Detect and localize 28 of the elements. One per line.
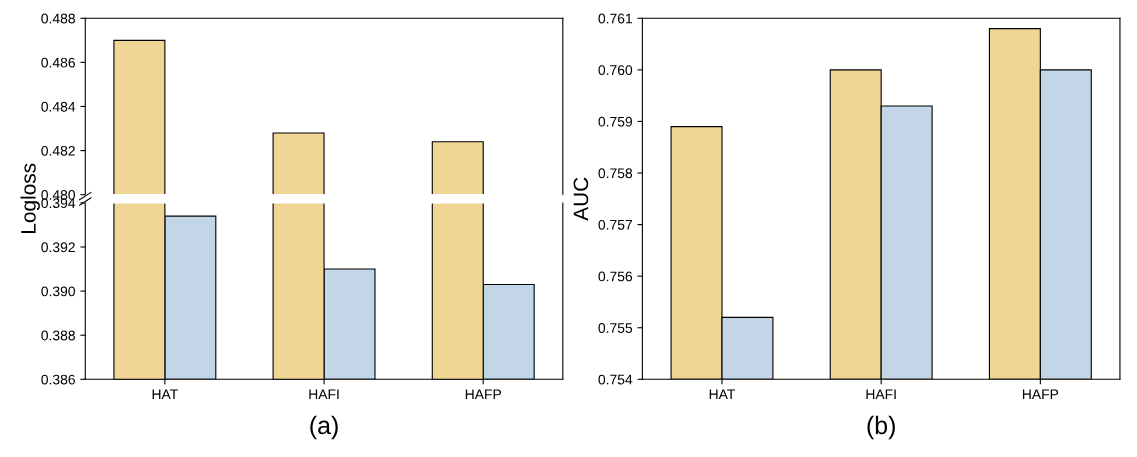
y-tick-label: 0.760	[598, 65, 633, 76]
y-tick-label: 0.486	[41, 57, 75, 68]
y-tick-label: 0.386	[41, 374, 75, 385]
y-tick-label: 0.755	[598, 323, 633, 333]
y-tick-label: 0.480	[41, 190, 76, 200]
x-tick-label: HAFP	[1022, 389, 1059, 400]
y-tick-label: 0.390	[41, 286, 76, 297]
y-tick-label: 0.758	[598, 168, 633, 179]
x-axis-title: (a)	[310, 415, 338, 440]
y-tick-label: 0.388	[41, 330, 75, 341]
y-axis-title: AUC	[573, 177, 589, 221]
x-axis-title: (b)	[867, 415, 895, 440]
x-tick-label: HAT	[152, 389, 178, 400]
y-tick-label: 0.482	[41, 145, 75, 156]
y-tick-label: 0.761	[598, 13, 633, 24]
y-tick-label: 0.394	[41, 198, 76, 209]
y-tick-label: 0.757	[598, 219, 632, 230]
y-tick-label: 0.484	[41, 101, 76, 112]
y-axis-title: Logloss	[20, 163, 40, 233]
y-tick-label: 0.754	[598, 374, 633, 385]
x-tick-label: HAT	[709, 389, 736, 400]
x-tick-label: HAFI	[309, 389, 339, 400]
y-tick-label: 0.392	[41, 242, 75, 253]
y-tick-label: 0.488	[41, 13, 75, 24]
y-tick-label: 0.756	[598, 271, 633, 282]
x-tick-label: HAFP	[465, 389, 502, 400]
y-tick-label: 0.759	[598, 116, 633, 127]
x-tick-label: HAFI	[866, 389, 896, 400]
